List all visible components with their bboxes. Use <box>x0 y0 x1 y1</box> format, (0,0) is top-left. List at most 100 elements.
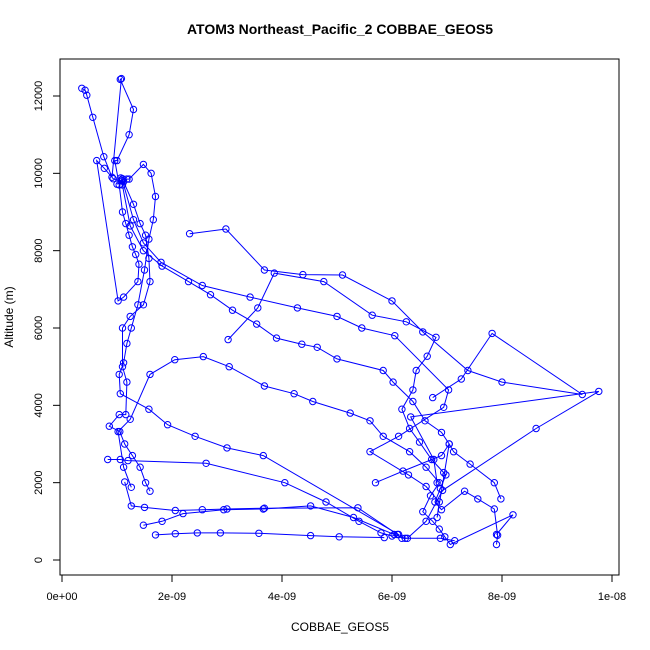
data-point <box>128 451 137 460</box>
data-point <box>403 534 412 542</box>
data-point <box>578 390 586 399</box>
series-line-9 <box>143 505 455 542</box>
data-point <box>432 333 440 341</box>
data-point <box>136 463 144 471</box>
data-point <box>493 531 502 539</box>
data-point <box>145 254 153 263</box>
data-point <box>451 537 459 545</box>
data-point <box>422 482 430 491</box>
data-point <box>127 502 136 510</box>
data-point <box>128 243 137 251</box>
data-point <box>290 390 298 398</box>
data-point <box>390 530 398 539</box>
data-point <box>141 479 150 487</box>
data-point <box>225 363 233 371</box>
data-point <box>83 91 91 99</box>
y-axis: 0 2000 4000 6000 8000 10000 12000 <box>33 81 61 563</box>
x-tick-label: 4e-09 <box>268 591 296 603</box>
y-tick-label: 8000 <box>33 238 45 262</box>
data-point <box>146 370 154 379</box>
data-point <box>394 432 403 440</box>
series-line-6 <box>117 356 514 546</box>
data-point <box>113 180 121 188</box>
data-point <box>490 479 498 487</box>
data-point <box>129 200 138 209</box>
data-point <box>440 403 448 411</box>
series-layer <box>78 74 603 549</box>
data-point <box>309 397 317 406</box>
data-point <box>466 460 474 468</box>
data-point <box>220 506 228 514</box>
data-point <box>380 533 388 542</box>
data-point <box>117 74 126 83</box>
data-point <box>171 356 179 364</box>
data-point <box>228 306 237 314</box>
data-point <box>158 517 166 525</box>
data-point <box>114 427 122 436</box>
data-point <box>108 173 116 181</box>
data-point <box>306 531 315 540</box>
data-point <box>199 352 208 361</box>
data-point <box>184 277 193 286</box>
data-point <box>433 513 441 522</box>
data-point <box>430 455 438 464</box>
data-point <box>391 332 399 340</box>
data-point <box>422 517 430 525</box>
data-point <box>492 530 501 539</box>
data-point <box>393 530 402 539</box>
data-point <box>118 208 127 216</box>
data-point <box>119 359 128 367</box>
data-point <box>260 266 269 274</box>
series-line-5 <box>227 272 499 545</box>
data-point <box>440 468 448 477</box>
x-axis: 0e+00 2e-09 4e-09 6e-09 8e-09 1e-08 <box>47 574 626 603</box>
data-point <box>260 382 269 390</box>
data-point <box>371 479 380 487</box>
data-point <box>419 508 427 516</box>
data-point <box>117 176 126 184</box>
data-point <box>349 513 358 522</box>
data-point <box>105 422 114 430</box>
data-point <box>193 529 202 537</box>
data-point <box>121 478 129 486</box>
data-point <box>409 386 417 394</box>
data-point <box>445 440 453 448</box>
data-point <box>81 86 89 94</box>
data-point <box>198 281 207 290</box>
data-point <box>89 113 97 122</box>
data-point <box>388 297 396 305</box>
y-tick-label: 6000 <box>33 316 45 340</box>
data-point <box>259 505 267 513</box>
data-point <box>139 301 148 309</box>
data-point <box>191 432 199 440</box>
data-point <box>492 540 501 549</box>
series-line-2 <box>107 163 400 537</box>
x-tick-label: 0e+00 <box>47 591 78 603</box>
data-point <box>388 532 396 540</box>
data-point <box>139 247 148 255</box>
data-point <box>281 479 289 487</box>
data-point <box>438 486 447 495</box>
data-point <box>366 417 374 425</box>
data-point <box>437 451 446 460</box>
data-point <box>139 160 148 169</box>
data-point <box>354 504 362 512</box>
data-point <box>134 277 142 286</box>
data-point <box>171 506 180 515</box>
data-point <box>127 324 136 332</box>
data-point <box>460 487 469 495</box>
data-point <box>111 156 119 165</box>
data-point <box>402 318 410 326</box>
data-point <box>415 438 424 446</box>
data-point <box>93 156 101 165</box>
data-point <box>115 370 123 379</box>
data-point <box>147 169 155 178</box>
data-point <box>399 467 407 475</box>
series-line-8 <box>189 228 583 399</box>
data-point <box>412 366 420 375</box>
data-point <box>126 312 134 321</box>
data-point <box>435 498 443 506</box>
data-point <box>223 505 231 513</box>
